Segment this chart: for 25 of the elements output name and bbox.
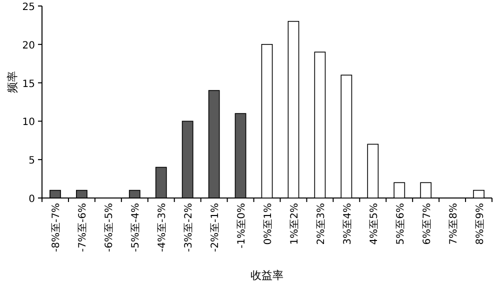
y-tick-label: 0 [28, 194, 35, 205]
y-tick-label: 5 [28, 156, 35, 167]
x-tick-label: -4%至-3% [157, 203, 168, 252]
y-tick-label: 20 [22, 40, 35, 52]
x-tick-label: -8%至-7% [51, 203, 62, 252]
x-tick-label: -3%至-2% [184, 203, 195, 252]
x-tick-label: -5%至-4% [130, 203, 142, 252]
x-tick-label: 0%至1% [263, 203, 274, 245]
x-tick-label: 7%至8% [448, 203, 460, 245]
x-tick-label: -7%至-6% [78, 203, 89, 252]
y-axis-title: 频率 [6, 71, 19, 93]
y-tick-label: 10 [22, 117, 35, 128]
y-tick-label: 15 [22, 78, 35, 90]
x-tick-label: 3%至4% [342, 203, 354, 245]
y-tick-label: 25 [22, 2, 35, 13]
x-tick-label: 4%至5% [368, 203, 380, 245]
x-axis-title: 收益率 [250, 269, 284, 282]
x-tick-label: 6%至7% [422, 203, 433, 245]
x-tick-label: 2%至3% [316, 203, 327, 245]
x-tick-label: -1%至0% [236, 203, 248, 248]
x-tick-label: 8%至9% [474, 203, 486, 245]
x-tick-label: -2%至-1% [210, 203, 222, 252]
x-tick-label: 1%至2% [289, 203, 300, 245]
x-tick-label: 5%至6% [395, 203, 406, 245]
x-tick-label: -6%至-5% [104, 203, 116, 252]
